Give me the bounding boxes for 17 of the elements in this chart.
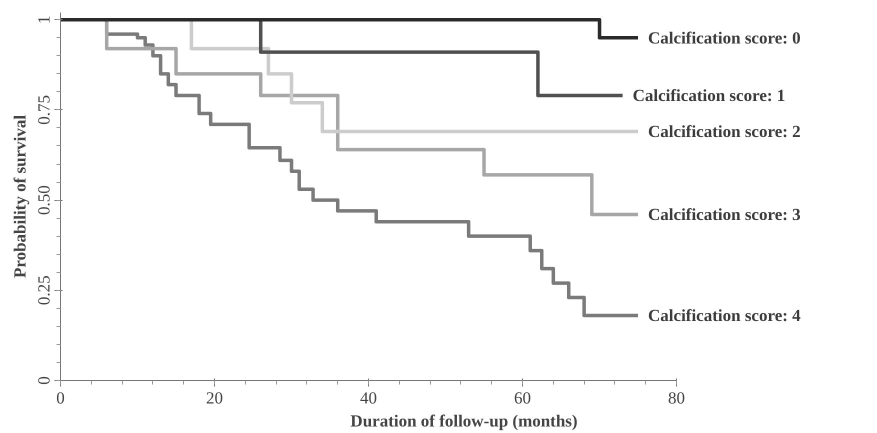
x-tick-label: 40 <box>360 388 378 408</box>
x-axis-title: Duration of follow-up (months) <box>350 412 578 430</box>
x-tick-label: 80 <box>668 388 686 408</box>
y-tick-label: 0.25 <box>34 275 54 306</box>
x-tick-label: 60 <box>514 388 532 408</box>
y-tick-label: 1 <box>34 15 54 24</box>
series-label: Calcification score: 2 <box>648 122 801 142</box>
x-tick-label: 0 <box>56 388 65 408</box>
series-label: Calcification score: 0 <box>648 28 801 48</box>
y-axis-title: Probability of survival <box>10 114 30 278</box>
series-label: Calcification score: 1 <box>632 86 786 105</box>
series-label: Calcification score: 3 <box>648 205 801 224</box>
y-tick-label: 0.50 <box>34 185 54 215</box>
series-label: Calcification score: 4 <box>648 306 802 326</box>
x-tick-label: 20 <box>206 388 224 408</box>
y-tick-label: 0.75 <box>34 95 54 125</box>
y-tick-label: 0 <box>34 376 54 385</box>
